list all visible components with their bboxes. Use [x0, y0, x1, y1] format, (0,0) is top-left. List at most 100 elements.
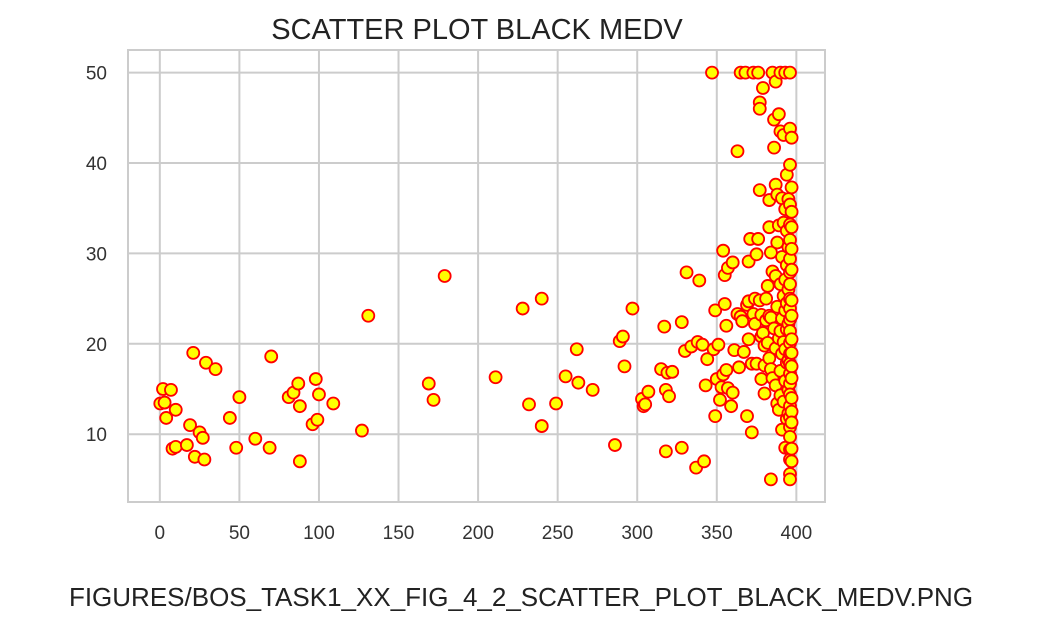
plot-frame	[127, 49, 826, 503]
data-point	[705, 65, 719, 80]
data-point	[179, 438, 194, 452]
data-point	[719, 318, 734, 333]
data-point	[732, 360, 746, 375]
data-point	[760, 279, 775, 293]
x-tick-label: 300	[621, 523, 653, 544]
data-point	[757, 386, 772, 401]
data-point	[658, 444, 673, 459]
data-point	[534, 419, 549, 433]
chart-title: SCATTER PLOT BLACK MEDV	[271, 14, 683, 46]
y-tick-label: 50	[86, 64, 107, 85]
data-point	[724, 399, 739, 414]
x-tick-label: 50	[229, 523, 250, 544]
data-point	[719, 363, 734, 377]
data-point	[698, 378, 713, 393]
data-point	[515, 301, 530, 316]
data-point	[308, 372, 323, 386]
data-point	[248, 431, 263, 446]
tick-labels: 0 50 100 150 200 250 300 350 400 10 20 30 40 50	[86, 64, 812, 544]
data-point	[534, 291, 549, 306]
data-point	[292, 454, 307, 469]
data-point	[674, 440, 689, 455]
data-point	[784, 204, 799, 219]
x-tick-label: 200	[462, 523, 494, 544]
x-tick-label: 350	[701, 523, 733, 544]
data-point	[784, 441, 799, 456]
data-point	[784, 391, 799, 405]
data-point	[784, 262, 799, 277]
data-point	[608, 438, 622, 452]
data-point	[549, 396, 563, 411]
data-point	[756, 81, 770, 95]
y-tick-label: 10	[86, 425, 107, 446]
data-point	[616, 329, 630, 344]
data-points	[153, 65, 799, 487]
data-point	[717, 297, 732, 311]
data-point	[754, 372, 769, 386]
data-point	[229, 440, 244, 455]
data-point	[679, 265, 694, 280]
data-point	[783, 430, 797, 444]
data-point	[232, 390, 247, 405]
data-point	[662, 389, 676, 404]
data-point	[700, 352, 715, 367]
data-point	[759, 291, 774, 306]
data-point	[784, 345, 799, 360]
y-tick-label: 20	[86, 335, 107, 356]
data-point	[641, 384, 656, 399]
data-point	[355, 423, 369, 438]
data-point	[310, 412, 325, 427]
data-point	[164, 383, 178, 397]
data-point	[741, 332, 756, 347]
data-point	[784, 454, 799, 469]
figure-caption: FIGURES/BOS_TASK1_XX_FIG_4_2_SCATTER_PLO…	[68, 582, 974, 612]
data-point	[736, 345, 751, 359]
data-point	[312, 387, 326, 402]
data-point	[784, 359, 799, 374]
data-point	[783, 65, 797, 80]
data-point	[749, 247, 764, 262]
data-point	[159, 411, 174, 425]
data-point	[437, 269, 452, 283]
x-tick-label: 400	[781, 523, 813, 544]
data-point	[784, 308, 799, 323]
data-point	[783, 157, 797, 172]
data-point	[195, 430, 210, 445]
data-point	[292, 399, 307, 414]
data-point	[725, 255, 740, 270]
data-point	[569, 342, 584, 357]
data-point	[784, 241, 799, 256]
data-point	[421, 376, 436, 391]
data-point	[638, 397, 653, 412]
data-point	[186, 345, 201, 360]
data-point	[183, 418, 197, 433]
data-point	[157, 395, 172, 410]
data-point	[692, 273, 707, 288]
data-point	[262, 440, 277, 455]
data-point	[708, 409, 723, 424]
x-tick-label: 100	[303, 523, 335, 544]
data-point	[291, 376, 306, 391]
data-point	[770, 235, 785, 250]
data-point	[197, 452, 212, 467]
data-point	[751, 232, 766, 246]
y-tick-label: 30	[86, 244, 107, 265]
data-point	[199, 355, 213, 370]
data-point	[708, 303, 723, 318]
data-point	[426, 392, 441, 407]
data-point	[784, 130, 799, 145]
x-tick-label: 150	[383, 523, 415, 544]
data-point	[725, 385, 740, 400]
data-point	[752, 183, 767, 198]
data-point	[784, 415, 799, 430]
data-point	[558, 369, 573, 384]
data-point	[767, 140, 781, 155]
data-point	[744, 425, 759, 440]
data-point	[697, 454, 711, 469]
data-point	[751, 65, 766, 80]
x-tick-label: 0	[155, 523, 166, 544]
data-point	[522, 397, 536, 412]
data-point	[264, 349, 279, 364]
data-point	[674, 315, 689, 330]
data-point	[657, 319, 672, 334]
